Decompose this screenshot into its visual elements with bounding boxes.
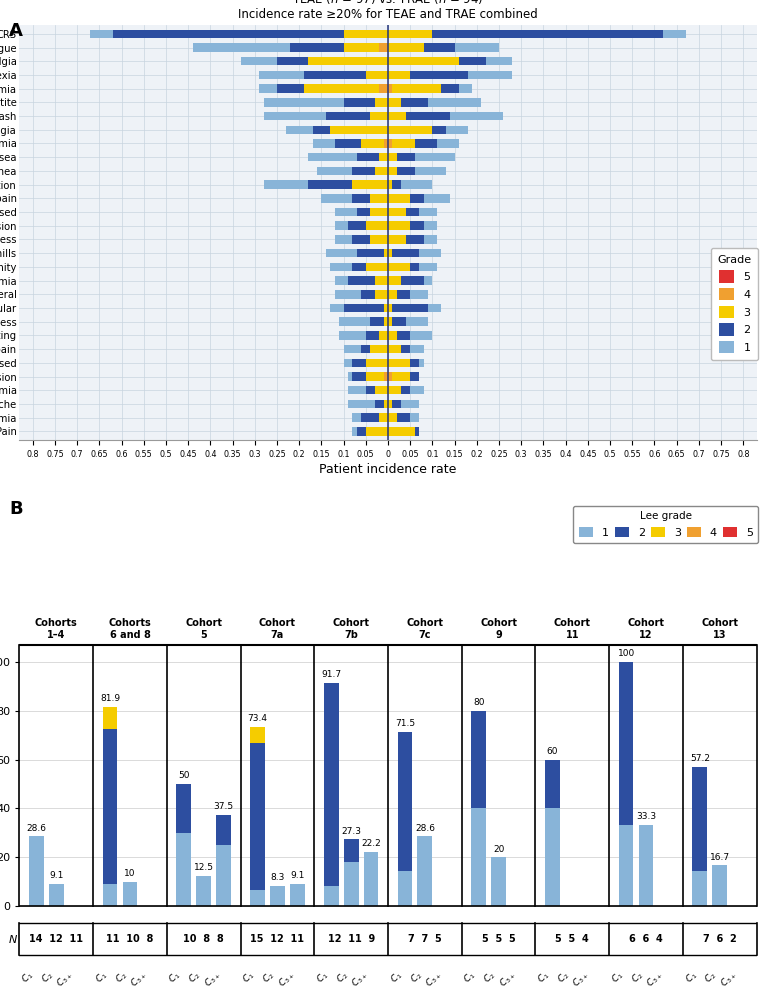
Bar [419, 249, 442, 257]
Bar [379, 43, 388, 52]
Bar [414, 140, 437, 148]
Bar [352, 166, 375, 175]
Bar [102, 707, 117, 729]
Bar [459, 57, 486, 66]
Bar [362, 290, 375, 298]
Bar [388, 386, 401, 395]
Bar [397, 732, 412, 871]
Bar [406, 235, 424, 243]
Bar [383, 249, 388, 257]
Text: 50: 50 [178, 772, 189, 781]
Text: 71.5: 71.5 [395, 719, 415, 728]
Bar [411, 331, 432, 340]
Bar [348, 400, 375, 408]
Bar [365, 71, 388, 79]
Bar [264, 98, 344, 107]
Bar [326, 249, 357, 257]
Bar [401, 345, 411, 353]
Bar [308, 153, 357, 162]
Text: 12  11  9: 12 11 9 [327, 934, 375, 944]
Bar [388, 153, 397, 162]
Bar [388, 43, 424, 52]
Bar [250, 727, 265, 744]
Bar [388, 317, 393, 326]
Bar [334, 276, 348, 285]
Bar [352, 359, 365, 367]
Bar [264, 180, 308, 188]
Bar [357, 427, 365, 436]
Bar [334, 207, 357, 216]
Bar [339, 331, 365, 340]
Bar [264, 112, 326, 121]
Text: 14  12  11: 14 12 11 [29, 934, 83, 944]
Bar [49, 884, 64, 906]
Bar [286, 126, 313, 134]
Bar [370, 345, 388, 353]
Bar [348, 372, 352, 381]
Bar [692, 871, 707, 906]
Bar [401, 276, 424, 285]
Bar [348, 221, 365, 230]
Bar [397, 414, 411, 422]
Bar [411, 71, 468, 79]
Bar [176, 832, 191, 906]
Bar [388, 98, 401, 107]
Text: 60: 60 [546, 747, 558, 756]
Bar [455, 43, 499, 52]
Bar [397, 331, 411, 340]
Bar [334, 140, 362, 148]
Bar [176, 784, 191, 832]
Text: Cohorts
6 and 8: Cohorts 6 and 8 [109, 618, 151, 640]
Bar [388, 290, 397, 298]
Text: Cohort
13: Cohort 13 [702, 618, 738, 640]
Bar [411, 414, 419, 422]
Text: 28.6: 28.6 [26, 824, 47, 832]
Bar [424, 235, 437, 243]
Legend: 1, 2, 3, 4, 5: 1, 2, 3, 4, 5 [573, 505, 758, 543]
Bar [397, 153, 414, 162]
Bar [352, 427, 357, 436]
Bar [393, 304, 428, 312]
Text: 5  5  4: 5 5 4 [556, 934, 589, 944]
Bar [321, 194, 352, 202]
Bar [344, 98, 375, 107]
Bar [324, 683, 338, 886]
Title: TEAE ($\it{n}$ = 97) vs. TRAE ($\it{n}$ = 94)
Incidence rate ≥20% for TEAE and T: TEAE ($\it{n}$ = 97) vs. TRAE ($\it{n}$ … [238, 0, 538, 21]
Bar [393, 400, 401, 408]
Bar [411, 386, 424, 395]
Bar [411, 221, 424, 230]
Bar [217, 845, 231, 906]
Bar [331, 304, 344, 312]
Bar [545, 760, 559, 809]
Bar [344, 304, 383, 312]
Bar [259, 71, 303, 79]
Bar [308, 180, 352, 188]
Text: 7  7  5: 7 7 5 [408, 934, 442, 944]
Bar [397, 290, 411, 298]
Bar [192, 43, 290, 52]
Bar [419, 207, 437, 216]
Text: Cohort
5: Cohort 5 [185, 618, 222, 640]
Bar [388, 126, 432, 134]
Bar [424, 221, 437, 230]
Bar [388, 194, 411, 202]
Text: Cohort
11: Cohort 11 [554, 618, 591, 640]
Bar [375, 98, 388, 107]
Text: 7  6  2: 7 6 2 [703, 934, 736, 944]
Bar [313, 126, 331, 134]
Bar [393, 372, 411, 381]
Bar [313, 140, 334, 148]
Text: Cohorts
1–4: Cohorts 1–4 [35, 618, 78, 640]
Bar [29, 836, 43, 906]
Bar [365, 221, 388, 230]
Text: Cohort
9: Cohort 9 [480, 618, 517, 640]
Bar [379, 85, 388, 93]
Bar [91, 30, 113, 38]
Bar [352, 414, 362, 422]
Bar [393, 317, 406, 326]
Bar [388, 166, 397, 175]
Text: 5  5  5: 5 5 5 [482, 934, 515, 944]
Bar [357, 207, 370, 216]
Bar [250, 889, 265, 906]
Bar [308, 57, 388, 66]
